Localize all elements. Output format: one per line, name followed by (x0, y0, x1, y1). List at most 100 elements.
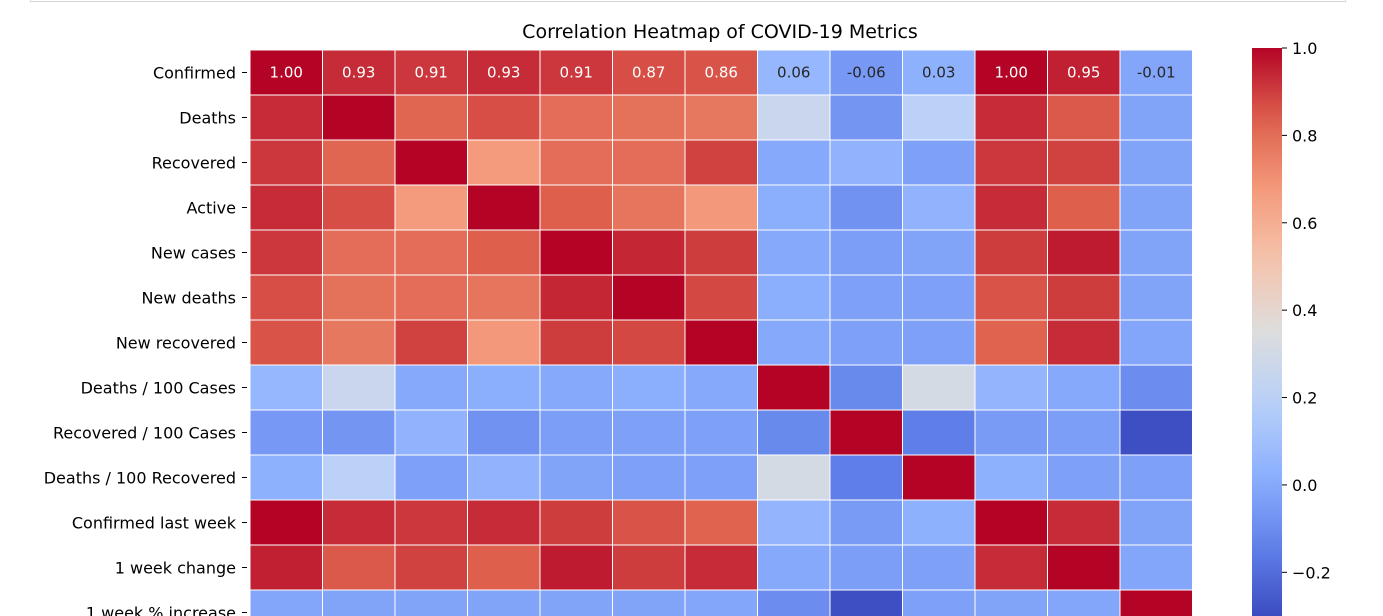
heatmap-cell (1119, 499, 1193, 546)
heatmap-cell (829, 409, 903, 456)
cell-value-label: -0.06 (847, 64, 886, 82)
cell-value-label: 0.86 (705, 64, 738, 82)
cell-value-label: -0.01 (1137, 64, 1176, 82)
heatmap-cell (1119, 274, 1193, 321)
heatmap-cell (757, 499, 831, 546)
heatmap-cell (322, 364, 396, 411)
heatmap-cell (902, 544, 976, 591)
heatmap-cell (249, 544, 323, 591)
heatmap-cell (829, 184, 903, 231)
heatmap-cell (757, 409, 831, 456)
heatmap-cell (1047, 94, 1121, 141)
heatmap-cell (1119, 454, 1193, 501)
row-label: Recovered / 100 Cases (53, 424, 236, 443)
chart-title: Correlation Heatmap of COVID-19 Metrics (522, 21, 918, 43)
heatmap-cell (829, 544, 903, 591)
heatmap-cell (974, 319, 1048, 366)
heatmap-cell (1119, 229, 1193, 276)
heatmap-cell (612, 364, 686, 411)
heatmap-cell (322, 139, 396, 186)
heatmap-cell (467, 409, 541, 456)
heatmap-cell (539, 274, 613, 321)
heatmap-cell (1119, 364, 1193, 411)
heatmap-cell (829, 139, 903, 186)
row-label: New cases (151, 244, 236, 263)
colorbar: 1.0 0.8 0.6 0.4 0.2 0.0 −0.2 (1252, 39, 1331, 616)
heatmap-cell (684, 184, 758, 231)
heatmap-cell (684, 409, 758, 456)
heatmap-cell (322, 49, 396, 96)
row-label: Confirmed (153, 64, 236, 83)
heatmap-cell (1047, 454, 1121, 501)
heatmap-cell (1047, 274, 1121, 321)
heatmap-cell (539, 409, 613, 456)
heatmap-cell (1119, 319, 1193, 366)
heatmap-cell (612, 544, 686, 591)
heatmap-cell (394, 364, 468, 411)
heatmap-cell (684, 544, 758, 591)
heatmap-cell (902, 274, 976, 321)
heatmap-cell (757, 274, 831, 321)
heatmap-cell (539, 544, 613, 591)
heatmap-cell (394, 409, 468, 456)
heatmap-cell (1047, 319, 1121, 366)
row-label: 1 week change (115, 559, 236, 578)
heatmap-cell (684, 589, 758, 616)
heatmap-cell (974, 229, 1048, 276)
heatmap-cell (249, 364, 323, 411)
heatmap-cell (974, 184, 1048, 231)
heatmap-cell (974, 139, 1048, 186)
cell-value-label: 0.06 (777, 64, 810, 82)
heatmap-cell (1047, 229, 1121, 276)
heatmap-cell (1047, 184, 1121, 231)
cell-value-label: 0.91 (560, 64, 593, 82)
cell-value-label: 0.93 (342, 64, 375, 82)
colorbar-tick-label: 0.0 (1292, 476, 1317, 495)
heatmap-cell (467, 454, 541, 501)
heatmap-cell (684, 94, 758, 141)
heatmap-cell (539, 184, 613, 231)
heatmap-cell (322, 274, 396, 321)
heatmap-cell (612, 139, 686, 186)
heatmap-cell (249, 274, 323, 321)
heatmap-cell (1047, 589, 1121, 616)
heatmap-cell (249, 229, 323, 276)
heatmap-cell (249, 589, 323, 616)
heatmap-cell (1119, 139, 1193, 186)
heatmap-cell (467, 274, 541, 321)
heatmap-cell (467, 319, 541, 366)
heatmap-cell (757, 319, 831, 366)
heatmap-cell (974, 49, 1048, 96)
heatmap-cell (467, 544, 541, 591)
heatmap-cell (684, 364, 758, 411)
heatmap-cell (612, 184, 686, 231)
cell-value-label: 0.91 (415, 64, 448, 82)
heatmap-cell (757, 94, 831, 141)
heatmap-cell (612, 319, 686, 366)
heatmap-cell (322, 409, 396, 456)
heatmap-cell (249, 139, 323, 186)
heatmap-cell (757, 454, 831, 501)
heatmap-cell (394, 139, 468, 186)
heatmap-cell (974, 274, 1048, 321)
row-label: Active (187, 199, 237, 218)
row-label: New deaths (141, 289, 236, 308)
heatmap-cell (322, 229, 396, 276)
cell-value-label: 0.95 (1067, 64, 1100, 82)
heatmap-cell (322, 319, 396, 366)
heatmap-cell (249, 184, 323, 231)
heatmap-cell (684, 319, 758, 366)
heatmap-cell (1047, 364, 1121, 411)
heatmap-cell (974, 94, 1048, 141)
row-label: Deaths / 100 Cases (81, 379, 236, 398)
heatmap-cell (539, 229, 613, 276)
heatmap-cell (829, 49, 903, 96)
heatmap-cell (394, 274, 468, 321)
row-label: 1 week % increase (86, 604, 236, 616)
heatmap-cell (1119, 544, 1193, 591)
heatmap-cell (829, 454, 903, 501)
heatmap-cell (1047, 409, 1121, 456)
heatmap-cell (612, 499, 686, 546)
heatmap-cell (539, 454, 613, 501)
heatmap-cell (539, 319, 613, 366)
